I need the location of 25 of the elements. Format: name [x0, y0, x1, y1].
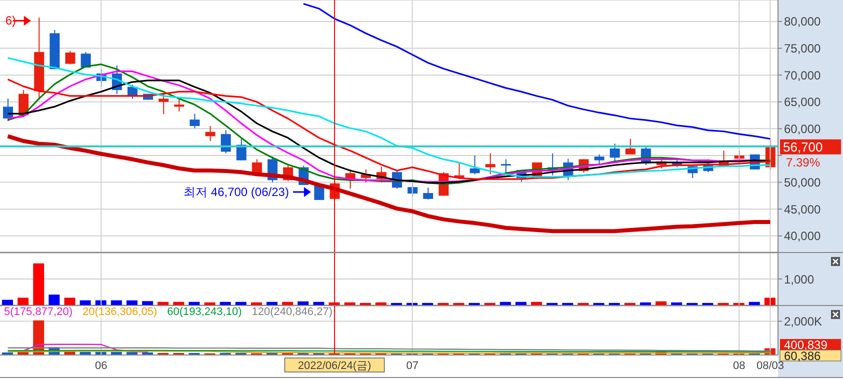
text: 60,386: [784, 349, 822, 363]
y-tick-label: 80,000: [784, 14, 822, 29]
y-tick-label: 65,000: [784, 95, 822, 110]
annotation: 6): [5, 14, 16, 28]
y-tick-label: 70,000: [784, 68, 822, 82]
text: 400,839: [784, 338, 828, 352]
x-tick-label: 2022/06/24(금): [298, 360, 372, 372]
x-tick-label: 08/03: [756, 360, 784, 372]
y-tick-label: 40,000: [784, 229, 822, 244]
annotation: 최저 46,700 (06/23): [184, 184, 289, 199]
y-tick-label: 75,000: [784, 42, 822, 56]
text: 60(193,243,10): [167, 306, 242, 318]
text: 5(175,877,20): [4, 306, 72, 318]
y-tick-label: 45,000: [784, 202, 822, 216]
x-tick-label: 06: [95, 360, 108, 372]
y-tick-label: 1,000: [784, 272, 814, 286]
text: 20(136,306,05): [82, 306, 158, 318]
text: 7.39%: [786, 155, 820, 170]
x-tick-label: 08: [732, 360, 746, 372]
text: 120(240,846,27): [252, 306, 332, 318]
y-tick-label: 2,000K: [784, 314, 822, 328]
ref-line-label: 56,700: [783, 139, 823, 154]
y-tick-label: 50,000: [784, 176, 822, 190]
y-tick-label: 60,000: [784, 122, 822, 136]
x-tick-label: 07: [406, 360, 418, 372]
